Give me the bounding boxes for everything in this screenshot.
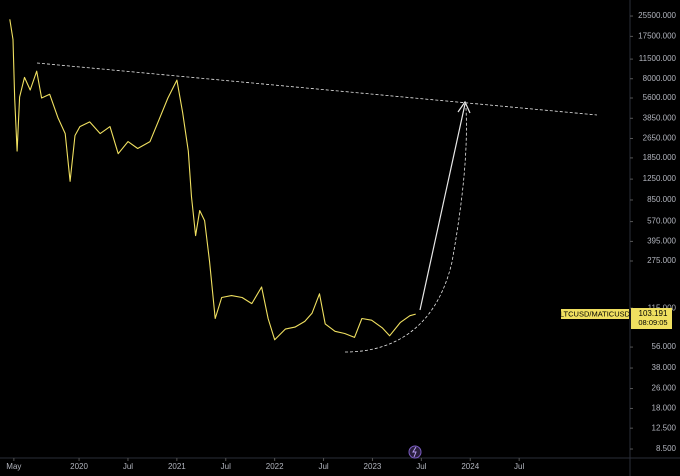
arrow-head xyxy=(457,100,471,114)
y-tick-label: 26.000 xyxy=(652,384,677,393)
y-tick-label: 275.000 xyxy=(647,256,676,265)
countdown: 08:09:05 xyxy=(638,318,667,327)
series-label-bg xyxy=(561,309,629,320)
last-price: 103.191 xyxy=(639,309,668,318)
y-tick-label: 25500.000 xyxy=(638,11,676,20)
price-line xyxy=(9,19,416,341)
series-label: LTCUSD/MATICUSD xyxy=(560,309,631,318)
y-tick-label: 56.000 xyxy=(652,342,677,351)
y-tick-label: 1850.000 xyxy=(643,153,677,162)
plot xyxy=(9,19,416,341)
x-tick-label: 2021 xyxy=(168,462,186,471)
drawings xyxy=(36,62,598,353)
y-tick-label: 3850.000 xyxy=(643,113,677,122)
y-tick-label: 395.000 xyxy=(647,237,676,246)
y-tick-label: 11500.000 xyxy=(639,54,677,63)
projection-arrow xyxy=(419,103,466,311)
y-tick-label: 115.000 xyxy=(648,303,677,312)
y-tick-label: 8.500 xyxy=(656,444,677,453)
x-tick-label: 2023 xyxy=(364,462,382,471)
y-tick-label: 8000.000 xyxy=(643,74,677,83)
trend-line xyxy=(36,62,598,116)
y-tick-label: 17500.000 xyxy=(638,32,676,41)
x-tick-label: Jul xyxy=(514,462,524,471)
x-tick-label: 2020 xyxy=(70,462,88,471)
y-tick-label: 850.000 xyxy=(647,195,676,204)
y-tick-label: 1250.000 xyxy=(643,174,677,183)
x-tick-label: 2022 xyxy=(266,462,284,471)
alert-icon-bolt xyxy=(412,446,417,458)
x-tick-label: 2024 xyxy=(461,462,479,471)
x-tick-label: Jul xyxy=(123,462,133,471)
y-tick-label: 2650.000 xyxy=(643,134,677,143)
y-tick-label: 18.000 xyxy=(652,404,677,413)
y-tick-label: 570.000 xyxy=(647,217,676,226)
y-tick-label: 5600.000 xyxy=(643,93,677,102)
x-tick-label: Jul xyxy=(221,462,231,471)
x-tick-label: May xyxy=(6,462,21,471)
x-tick-label: Jul xyxy=(416,462,426,471)
projection-curve xyxy=(344,107,467,353)
x-tick-label: Jul xyxy=(318,462,328,471)
icon[interactable] xyxy=(408,445,422,459)
y-tick-label: 38.000 xyxy=(652,363,677,372)
last-price-bg xyxy=(631,308,672,330)
y-tick-label: 12.500 xyxy=(652,423,677,432)
